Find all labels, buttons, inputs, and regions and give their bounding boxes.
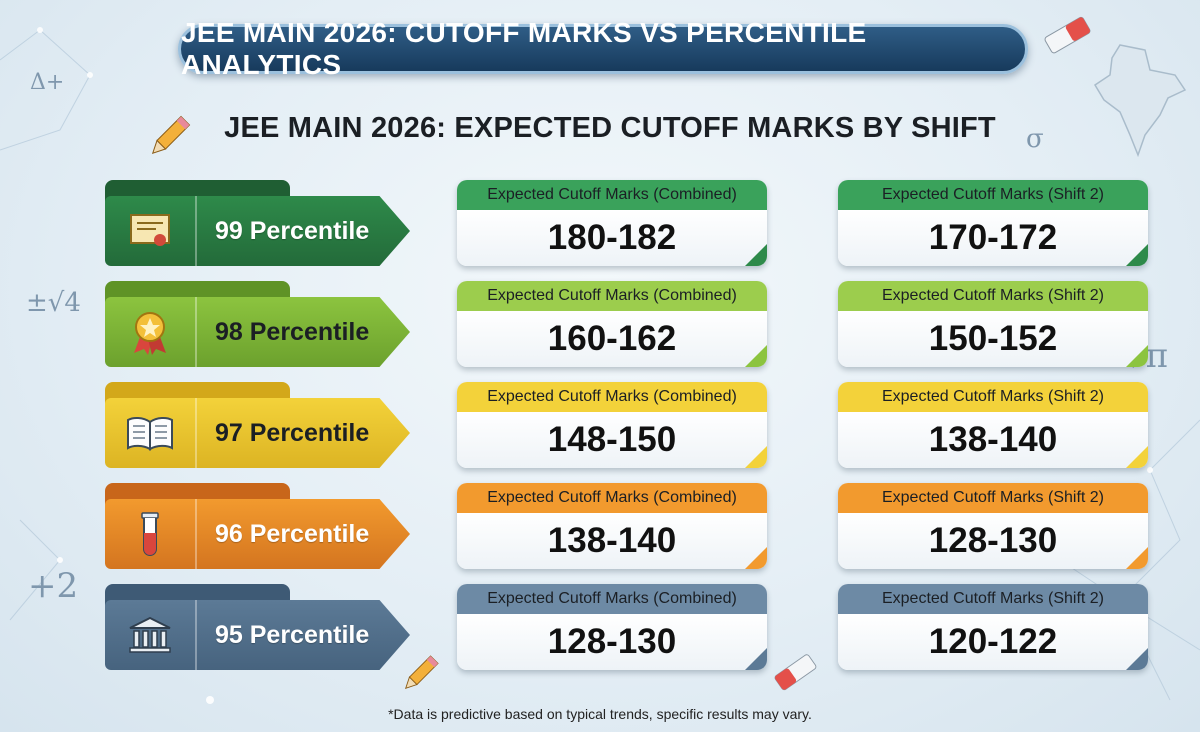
card-corner-accent — [745, 446, 767, 468]
cutoff-marks-value: 138-140 — [457, 513, 767, 569]
card-corner-accent — [745, 244, 767, 266]
cutoff-card-header: Expected Cutoff Marks (Shift 2) — [838, 483, 1148, 513]
table-row: 99 Percentile Expected Cutoff Marks (Comb… — [0, 180, 1200, 266]
chart-title: JEE MAIN 2026: EXPECTED CUTOFF MARKS BY … — [224, 112, 996, 144]
cutoff-marks-value: 170-172 — [838, 210, 1148, 266]
percentile-label: 95 Percentile — [215, 620, 370, 649]
cutoff-card-header: Expected Cutoff Marks (Shift 2) — [838, 180, 1148, 210]
cutoff-card-header: Expected Cutoff Marks (Combined) — [457, 180, 767, 210]
card-corner-accent — [745, 648, 767, 670]
cutoff-card-shift2: Expected Cutoff Marks (Shift 2) 150-152 — [838, 281, 1148, 367]
cutoff-marks-value: 120-122 — [838, 614, 1148, 670]
percentile-label-box: 97 Percentile — [105, 398, 410, 468]
math-symbol-sigma: σ — [1026, 124, 1044, 154]
card-corner-accent — [1126, 547, 1148, 569]
cutoff-marks-value: 128-130 — [838, 513, 1148, 569]
cutoff-card-combined: Expected Cutoff Marks (Combined) 138-140 — [457, 483, 767, 569]
pencil-icon — [404, 655, 439, 690]
card-corner-accent — [1126, 244, 1148, 266]
pencil-icon — [151, 115, 191, 155]
test-tube-icon — [105, 499, 197, 569]
footnote: *Data is predictive based on typical tre… — [388, 706, 812, 722]
india-map-icon — [1093, 44, 1187, 158]
cutoff-marks-value: 150-152 — [838, 311, 1148, 367]
medal-icon — [105, 297, 197, 367]
card-corner-accent — [1126, 446, 1148, 468]
cutoff-card-combined: Expected Cutoff Marks (Combined) 180-182 — [457, 180, 767, 266]
table-row: 98 Percentile Expected Cutoff Marks (Comb… — [0, 281, 1200, 367]
cutoff-card-header: Expected Cutoff Marks (Combined) — [457, 281, 767, 311]
math-symbol-sqrt4: ±√4 — [26, 288, 81, 318]
cutoff-marks-value: 138-140 — [838, 412, 1148, 468]
card-corner-accent — [745, 345, 767, 367]
cutoff-card-header: Expected Cutoff Marks (Shift 2) — [838, 281, 1148, 311]
cutoff-card-header: Expected Cutoff Marks (Combined) — [457, 382, 767, 412]
eraser-icon — [1044, 16, 1091, 54]
bank-icon — [105, 600, 197, 670]
cutoff-marks-value: 148-150 — [457, 412, 767, 468]
cutoff-card-combined: Expected Cutoff Marks (Combined) 160-162 — [457, 281, 767, 367]
cutoff-card-header: Expected Cutoff Marks (Shift 2) — [838, 584, 1148, 614]
eraser-icon — [774, 654, 817, 691]
cutoff-card-header: Expected Cutoff Marks (Shift 2) — [838, 382, 1148, 412]
book-icon — [105, 398, 197, 468]
cutoff-marks-value: 160-162 — [457, 311, 767, 367]
page-banner-title: JEE MAIN 2026: CUTOFF MARKS VS PERCENTIL… — [178, 17, 1028, 80]
cutoff-card-header: Expected Cutoff Marks (Combined) — [457, 584, 767, 614]
cutoff-card-combined: Expected Cutoff Marks (Combined) 128-130 — [457, 584, 767, 670]
percentile-label: 97 Percentile — [215, 418, 370, 447]
percentile-label-box: 95 Percentile — [105, 600, 410, 670]
percentile-label: 99 Percentile — [215, 216, 370, 245]
table-row: 95 Percentile Expected Cutoff Marks (Comb… — [0, 584, 1200, 670]
card-corner-accent — [745, 547, 767, 569]
cutoff-card-shift2: Expected Cutoff Marks (Shift 2) 128-130 — [838, 483, 1148, 569]
cutoff-card-combined: Expected Cutoff Marks (Combined) 148-150 — [457, 382, 767, 468]
percentile-label-box: 98 Percentile — [105, 297, 410, 367]
card-corner-accent — [1126, 648, 1148, 670]
cutoff-card-shift2: Expected Cutoff Marks (Shift 2) 120-122 — [838, 584, 1148, 670]
cutoff-marks-value: 180-182 — [457, 210, 767, 266]
cutoff-card-shift2: Expected Cutoff Marks (Shift 2) 170-172 — [838, 180, 1148, 266]
certificate-icon — [105, 196, 197, 266]
percentile-label-box: 96 Percentile — [105, 499, 410, 569]
percentile-label: 98 Percentile — [215, 317, 370, 346]
cutoff-card-header: Expected Cutoff Marks (Combined) — [457, 483, 767, 513]
math-symbol-delta: Δ+ — [30, 70, 65, 95]
table-row: 96 Percentile Expected Cutoff Marks (Comb… — [0, 483, 1200, 569]
percentile-label-box: 99 Percentile — [105, 196, 410, 266]
card-corner-accent — [1126, 345, 1148, 367]
cutoff-card-shift2: Expected Cutoff Marks (Shift 2) 138-140 — [838, 382, 1148, 468]
table-row: 97 Percentile Expected Cutoff Marks (Comb… — [0, 382, 1200, 468]
percentile-label: 96 Percentile — [215, 519, 370, 548]
cutoff-marks-value: 128-130 — [457, 614, 767, 670]
math-symbol-plus2: +2 — [28, 566, 79, 606]
